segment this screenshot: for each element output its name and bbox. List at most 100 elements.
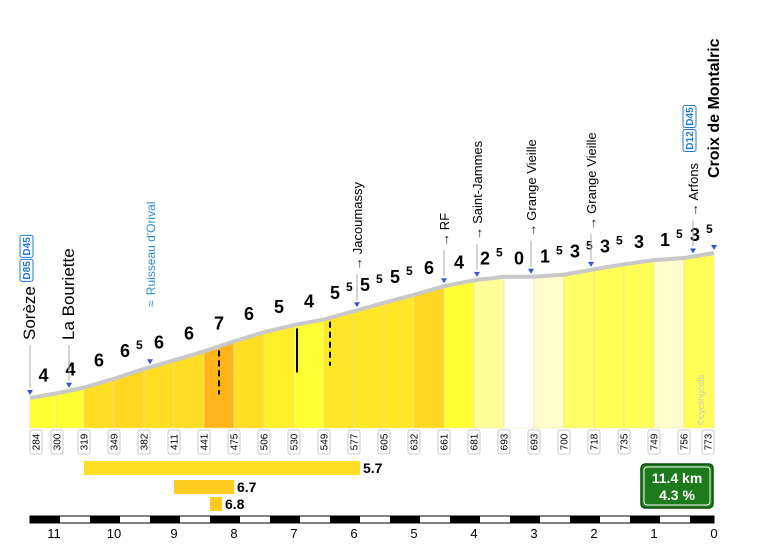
altitude-label-frame [677,429,691,455]
gradient-label: 3 [634,232,644,252]
place-marker [588,261,594,267]
profile-segment [503,276,535,429]
gradient-label: 6 [184,323,194,343]
altitude-label-frame [497,429,511,455]
altitude-label-frame [227,429,241,455]
axis-ruler-segment [330,516,360,523]
altitude-label: 300 [50,429,64,455]
altitude-label-frame [557,429,571,455]
place-name: Sorèze [20,286,39,340]
road-badge: D45 [682,105,697,129]
axis-tick-label: 4 [470,526,477,541]
road-arrow-icon: → [470,227,485,240]
altitude-value: 605 [380,433,391,450]
altitude-label-frame [347,429,361,455]
altitude-label: 349 [107,429,121,455]
altitude-label-frame [257,429,271,455]
altitude-label-frame [527,429,541,455]
place-name: Grange Vieille [584,132,599,213]
axis-ruler-segment [150,516,180,523]
altitude-label: 681 [467,429,481,455]
altitude-label-frame [377,429,391,455]
axis-ruler-segment [210,516,240,523]
altitude-value: 632 [410,433,421,450]
altitude-label: 756 [677,429,691,455]
axis-tick-label: 0 [710,526,717,541]
road-number: D45 [685,107,696,126]
axis-tick-label: 5 [410,526,417,541]
altitude-value: 681 [470,433,481,450]
axis-tick-label: 2 [590,526,597,541]
road-badge-frame [19,258,34,282]
place-marker [528,268,534,274]
altitude-label-frame [77,429,91,455]
gradient-label: 4 [38,365,48,385]
profile-segment [473,276,505,429]
road-arrow-icon: → [524,224,539,237]
altitude-label-frame [407,429,421,455]
profile-segment [563,268,595,429]
altitude-label: 661 [437,429,451,455]
altitude-label-frame [467,429,481,455]
profile-segment [383,294,415,429]
axis-tick-label: 1 [650,526,657,541]
axis-tick-label: 3 [530,526,537,541]
gradient-decimal: 5 [616,233,623,247]
summit-name: Croix de Montalric [706,38,723,178]
steep-section-grade: 6.7 [237,479,257,495]
altitude-value: 693 [500,433,511,450]
altitude-value: 693 [530,433,541,450]
profile-segment [293,319,325,429]
gradient-decimal: 5 [586,238,593,252]
road-number: D12 [685,131,696,150]
steepest-sections: 5.7 6.76.8 [84,460,383,512]
altitude-label: 549 [317,429,331,455]
place-marker [690,248,696,254]
gradient-label: 1 [540,247,550,267]
altitude-label: 319 [77,429,91,455]
profile-segment [233,331,265,429]
summit-marker [711,245,717,250]
altitude-value: 577 [350,433,361,450]
road-arrow-icon: → [437,233,452,246]
gradient-decimal: 5 [136,338,143,352]
gradient-label: 6 [424,258,434,278]
road-arrow-icon: → [584,217,599,230]
profile-segment [533,274,565,429]
altitude-value: 735 [620,433,631,450]
altitude-label: 382 [137,429,151,455]
road-number: D85 [22,261,33,280]
altitude-label: 632 [407,429,421,455]
profile-segment [173,351,205,429]
gradient-label: 6 [94,351,104,371]
axis-ruler-segment [390,516,420,523]
altitude-value: 773 [704,433,715,450]
altitude-label: 530 [287,429,301,455]
altitude-label-frame [287,429,301,455]
place-name: Grange Vieille [524,139,539,220]
gradient-label: 6 [244,304,254,324]
altitude-label: 506 [257,429,271,455]
road-badge-frame [682,105,697,129]
profile-segment [443,279,475,429]
axis-ruler-segment [630,516,660,523]
place-name: La Bouriette [59,248,78,340]
altitude-label-frame [50,429,64,455]
gradient-label: 5 [390,267,400,287]
road-badge-frame [682,129,697,153]
altitude-value: 718 [590,433,601,450]
gradient-label: 4 [454,252,464,272]
altitude-label: 700 [557,429,571,455]
gradient-label: 4 [65,360,75,380]
profile-segment [353,302,385,429]
altitude-label-frame [701,429,715,455]
axis-ruler-segment [570,516,600,523]
axis-ruler-segment [450,516,480,523]
place-marker [441,278,447,284]
road-arrow-icon: → [350,257,365,270]
road-badge-frame [19,234,34,258]
gradient-label: 6 [154,332,164,352]
altitude-label-frame [107,429,121,455]
place-marker [66,382,72,388]
altitude-value: 700 [560,433,571,450]
